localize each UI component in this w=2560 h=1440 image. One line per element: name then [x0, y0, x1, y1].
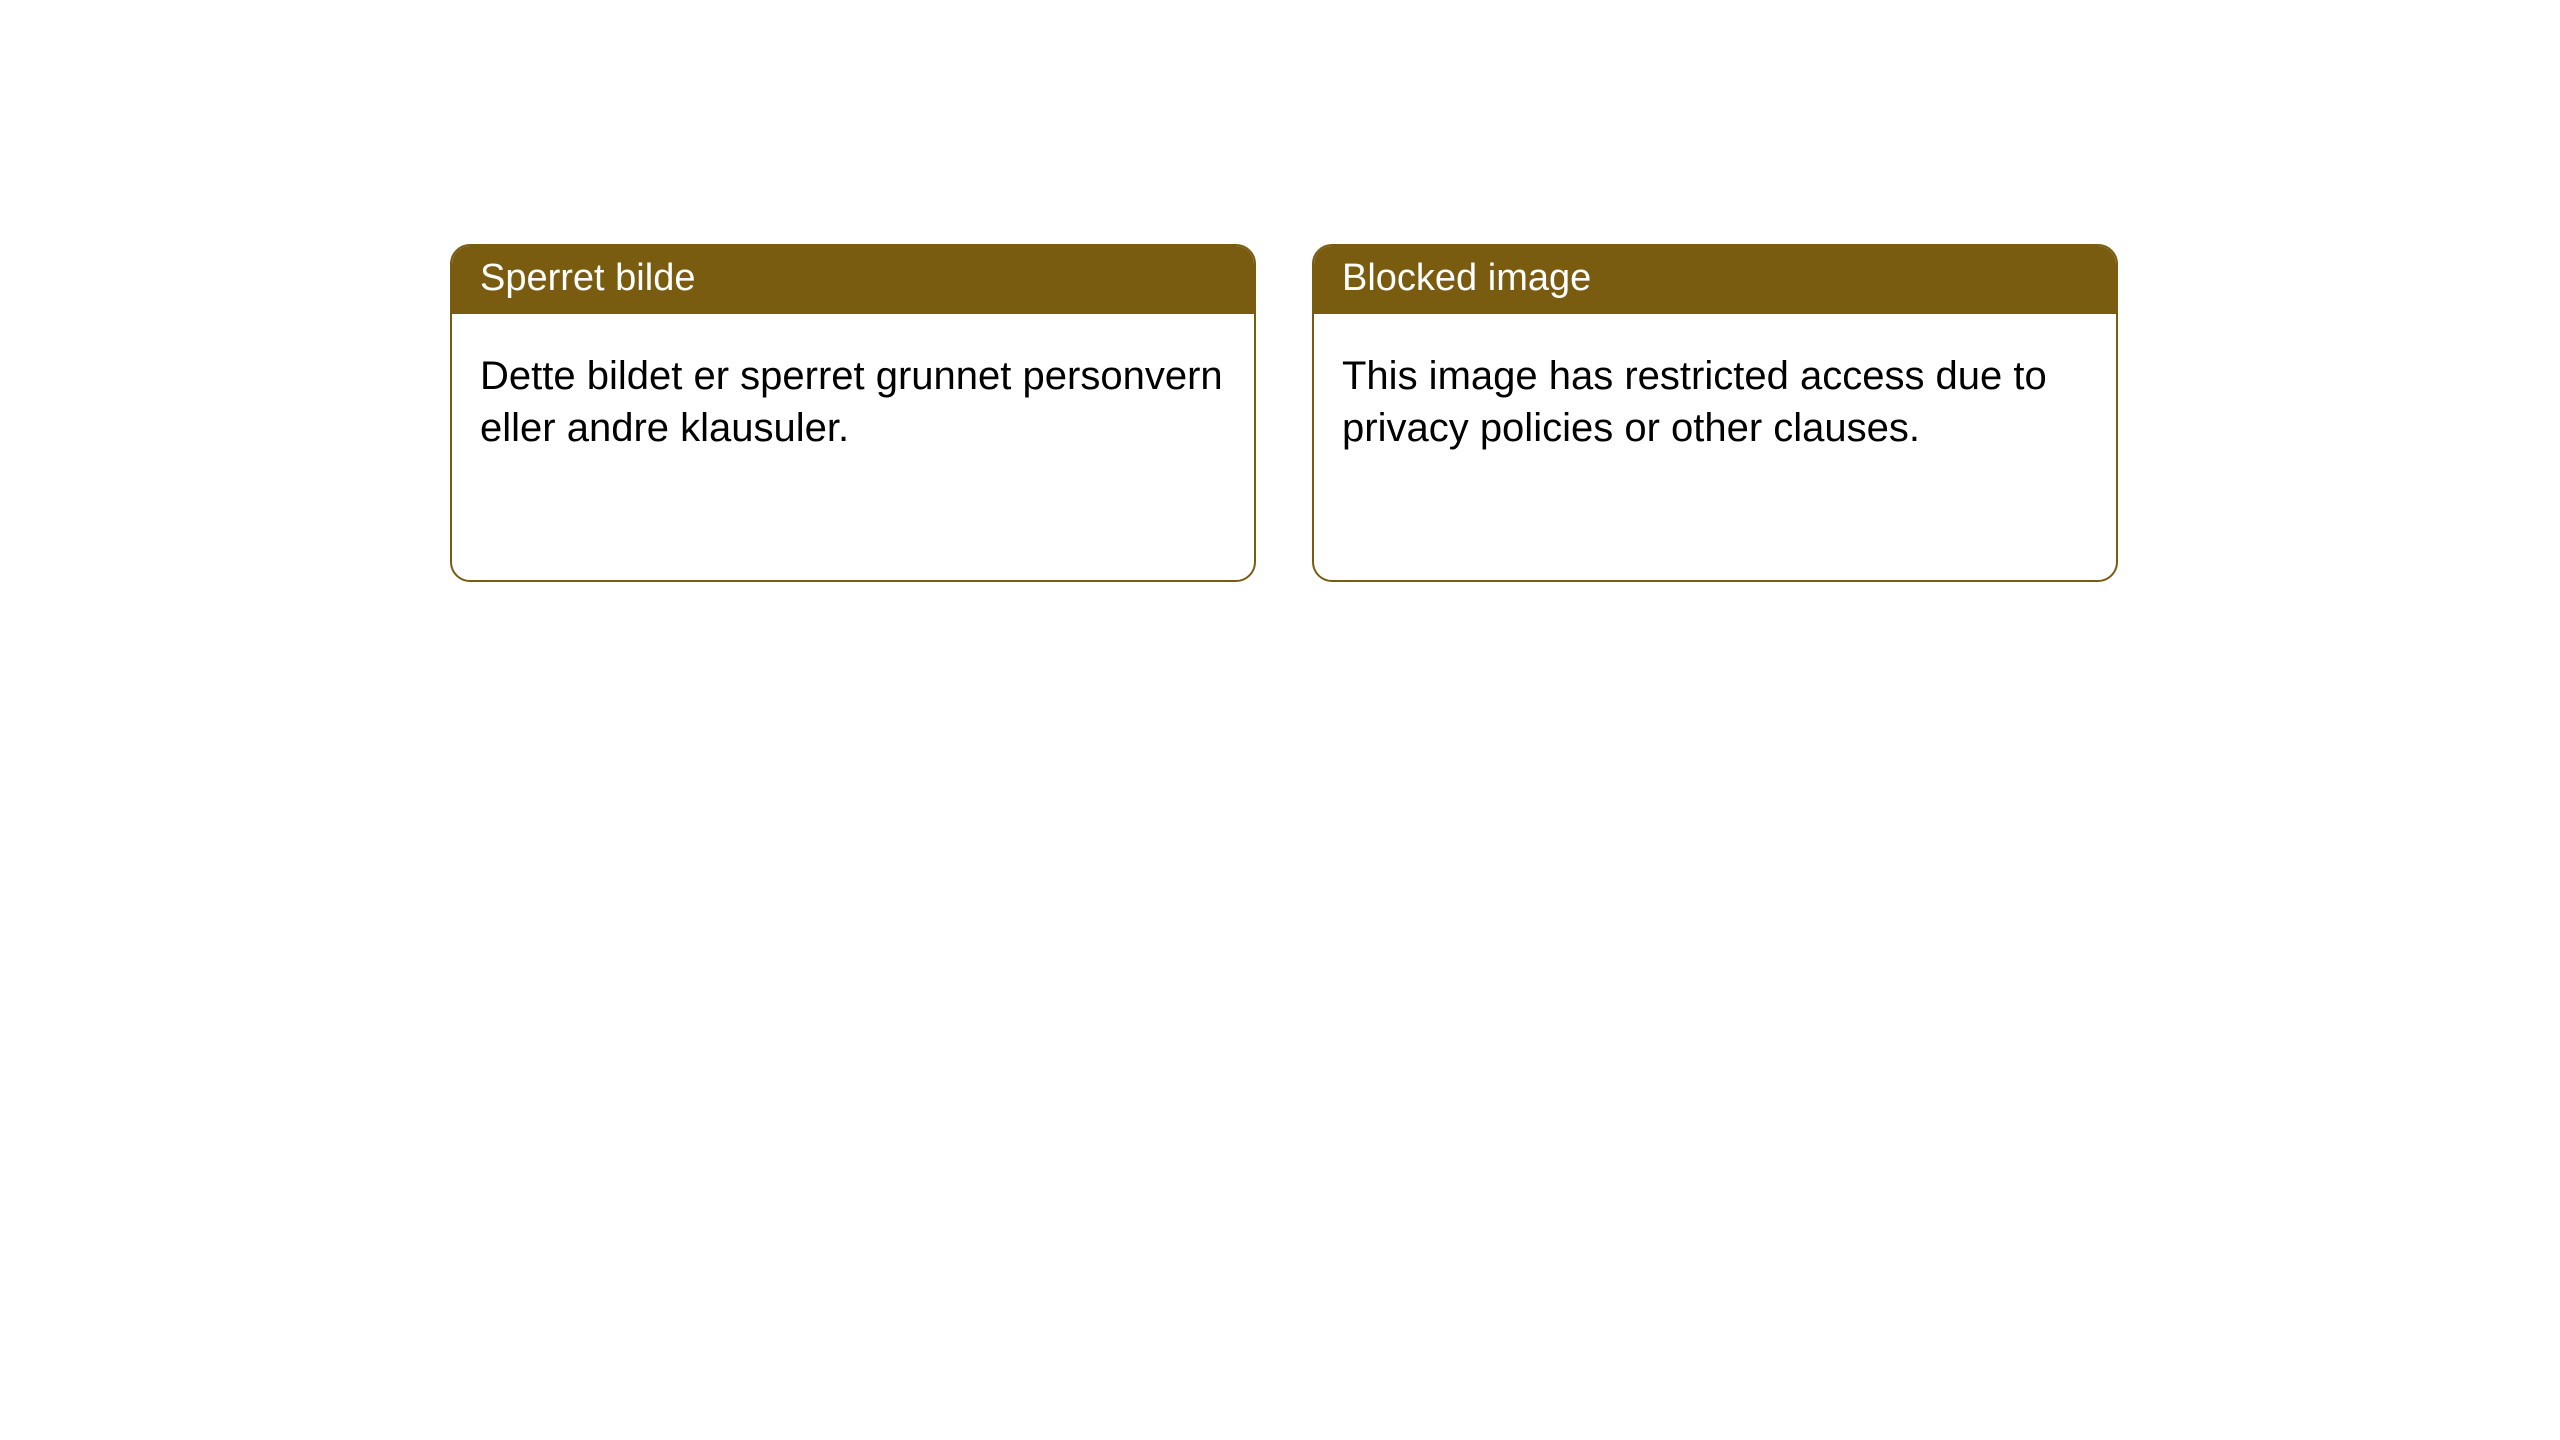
- blocked-image-card-norwegian: Sperret bilde Dette bildet er sperret gr…: [450, 244, 1256, 582]
- blocked-image-card-english: Blocked image This image has restricted …: [1312, 244, 2118, 582]
- card-body-norwegian: Dette bildet er sperret grunnet personve…: [452, 314, 1254, 490]
- notice-cards-container: Sperret bilde Dette bildet er sperret gr…: [0, 0, 2560, 582]
- card-title-norwegian: Sperret bilde: [452, 246, 1254, 314]
- card-body-english: This image has restricted access due to …: [1314, 314, 2116, 490]
- card-title-english: Blocked image: [1314, 246, 2116, 314]
